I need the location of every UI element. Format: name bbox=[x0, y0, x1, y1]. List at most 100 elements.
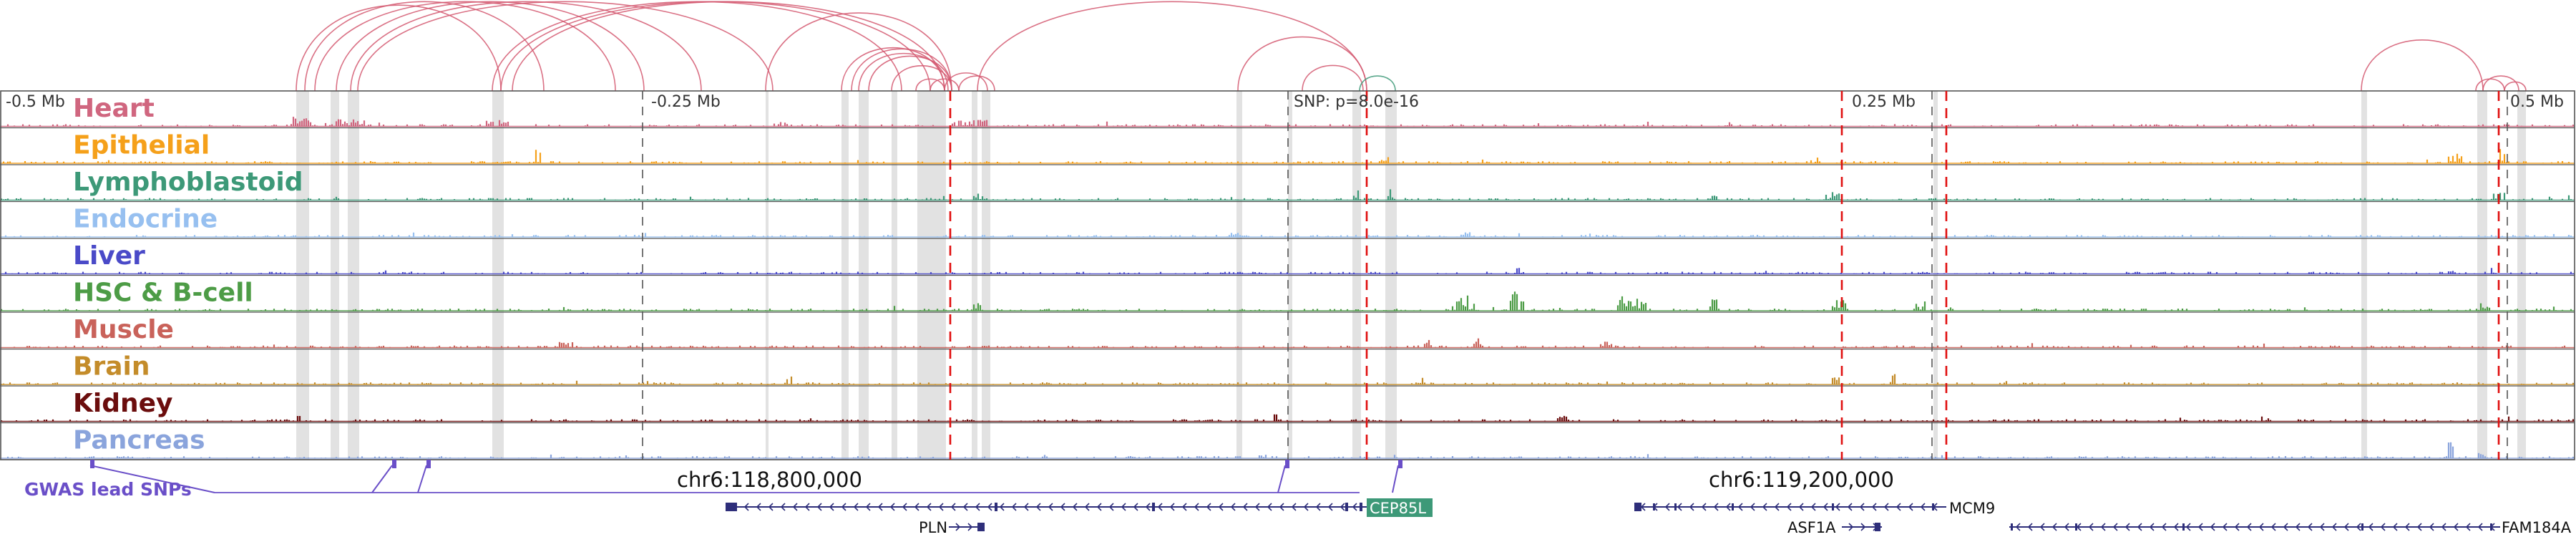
chromatin-loop bbox=[336, 1, 645, 92]
chromatin-loop bbox=[1237, 36, 1367, 92]
gene-label-mcm9: MCM9 bbox=[1949, 500, 1995, 517]
coordinate-label-1: chr6:118,800,000 bbox=[677, 468, 862, 492]
track-label-4: Liver bbox=[73, 241, 145, 271]
track-label-3: Endocrine bbox=[73, 205, 218, 234]
coordinate-label-2: chr6:119,200,000 bbox=[1709, 468, 1894, 492]
chromatin-loop bbox=[915, 78, 945, 92]
gwas-snp-marker bbox=[1398, 460, 1402, 468]
gwas-snp-marker bbox=[90, 460, 94, 468]
gwas-connector bbox=[371, 465, 393, 493]
gene-exon bbox=[1832, 503, 1834, 511]
track-label-2: Lymphoblastoid bbox=[73, 168, 303, 197]
gene-label-pln: PLN bbox=[919, 519, 947, 536]
gene-track: CEP85L PLN MCM9 ASF1A FAM184A bbox=[726, 498, 2572, 536]
gene-exon bbox=[995, 503, 997, 511]
scale-label-snp: SNP: p=8.0e-16 bbox=[1294, 93, 1419, 111]
gene-exon bbox=[1875, 523, 1880, 531]
gwas-label: GWAS lead SNPs bbox=[24, 479, 192, 500]
gwas-snp-marker bbox=[1285, 460, 1289, 468]
gene-exon bbox=[726, 503, 737, 511]
chromatin-loops bbox=[296, 1, 2527, 92]
chromatin-loop bbox=[314, 1, 616, 92]
marker-lines bbox=[642, 91, 2508, 460]
chromatin-loop bbox=[891, 65, 952, 92]
track-label-7: Brain bbox=[73, 352, 150, 382]
track-4 bbox=[0, 268, 2575, 275]
scale-label-mid-right: 0.25 Mb bbox=[1852, 93, 1916, 111]
scale-labels: -0.5 Mb -0.25 Mb SNP: p=8.0e-16 0.25 Mb … bbox=[6, 93, 2564, 111]
gene-exon bbox=[2490, 523, 2492, 531]
chromatin-loop bbox=[977, 1, 1367, 92]
chromatin-loop bbox=[1302, 64, 1364, 92]
chromatin-loop bbox=[2361, 39, 2484, 92]
track-labels: Heart Epithelial Lymphoblastoid Endocrine Li… bbox=[73, 94, 303, 455]
gene-exon bbox=[1674, 503, 1677, 511]
track-label-1: Epithelial bbox=[73, 131, 210, 160]
coordinate-labels: chr6:118,800,000 chr6:119,200,000 bbox=[677, 468, 1894, 492]
gene-exon bbox=[1932, 503, 1934, 511]
chromatin-loop bbox=[858, 53, 949, 92]
chromatin-loop bbox=[357, 1, 774, 92]
chromatin-loop bbox=[841, 47, 945, 92]
gwas-track: GWAS lead SNPs bbox=[24, 460, 1402, 500]
gwas-connector bbox=[1277, 465, 1286, 493]
chromatin-loop bbox=[944, 72, 988, 92]
chromatin-loop bbox=[2504, 81, 2527, 92]
track-label-5: HSC & B-cell bbox=[73, 279, 253, 308]
chromatin-loop bbox=[350, 1, 702, 92]
scale-label-mid-left: -0.25 Mb bbox=[651, 93, 721, 111]
chromatin-loop bbox=[500, 1, 931, 92]
gwas-snp-marker bbox=[426, 460, 431, 468]
track-signal bbox=[0, 189, 2572, 200]
chromatin-loop bbox=[2482, 75, 2519, 92]
track-1 bbox=[0, 149, 2575, 164]
gene-exon bbox=[2182, 523, 2185, 531]
chromatin-loop bbox=[304, 1, 545, 92]
gene-exon bbox=[1152, 503, 1155, 511]
strand-arrows bbox=[955, 523, 973, 531]
track-signal bbox=[2, 149, 2570, 163]
gene-exon bbox=[1360, 503, 1362, 511]
gene-exon bbox=[1732, 503, 1734, 511]
track-8 bbox=[0, 414, 2575, 422]
track-signal bbox=[13, 338, 2566, 348]
gene-exon bbox=[2075, 523, 2077, 531]
scale-label-right: 0.5 Mb bbox=[2510, 93, 2564, 111]
gene-exon bbox=[977, 523, 985, 531]
track-label-9: Pancreas bbox=[73, 426, 205, 455]
gwas-connector bbox=[89, 465, 215, 493]
strand-arrows bbox=[2015, 523, 2495, 531]
chromatin-loop bbox=[512, 1, 945, 92]
chromatin-loop bbox=[868, 55, 952, 92]
gene-exon bbox=[1634, 503, 1641, 511]
gene-exon bbox=[1653, 503, 1655, 511]
gene-label-fam184a: FAM184A bbox=[2502, 519, 2572, 536]
track-signal bbox=[6, 442, 2575, 458]
chromatin-loop bbox=[296, 4, 502, 92]
track-label-8: Kidney bbox=[73, 389, 173, 418]
gene-label-asf1a: ASF1A bbox=[1787, 519, 1836, 536]
chromatin-loop bbox=[851, 48, 952, 92]
gene-exon bbox=[2361, 523, 2363, 531]
chromatin-loop bbox=[492, 1, 902, 92]
gene-exon bbox=[1345, 503, 1348, 511]
track-label-0: Heart bbox=[73, 94, 155, 123]
chromatin-loop bbox=[958, 75, 995, 92]
scale-label-left: -0.5 Mb bbox=[6, 93, 65, 111]
gene-label-cep85l: CEP85L bbox=[1370, 500, 1426, 517]
gwas-connector bbox=[1392, 465, 1399, 493]
gene-highlight-box bbox=[1367, 498, 1433, 517]
track-2 bbox=[0, 189, 2575, 201]
track-signal bbox=[0, 414, 2575, 422]
track-signal bbox=[4, 232, 2572, 237]
chromatin-loop bbox=[1359, 75, 1396, 92]
chromatin-loop bbox=[2475, 78, 2505, 92]
track-5 bbox=[0, 291, 2575, 311]
chromatin-loop bbox=[930, 78, 960, 92]
gene-exon bbox=[2011, 523, 2013, 531]
track-label-6: Muscle bbox=[73, 315, 174, 344]
gwas-snp-marker bbox=[392, 460, 396, 468]
chromatin-loop bbox=[765, 12, 952, 92]
track-signal bbox=[0, 291, 2572, 311]
